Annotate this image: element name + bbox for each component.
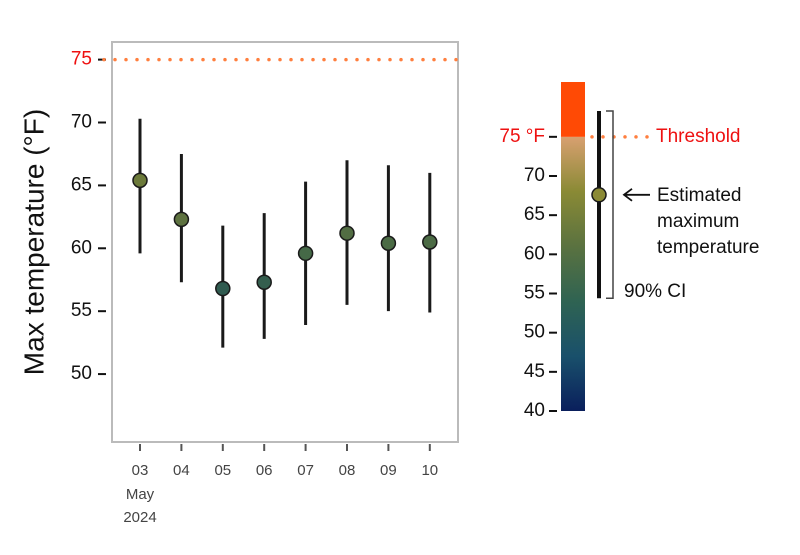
x-tick-label: 03	[132, 462, 149, 479]
arrow	[622, 188, 650, 202]
colorbar-tick-label: 55	[524, 283, 545, 304]
x-tick-label: 04	[173, 462, 190, 479]
x-year-label: 2024	[123, 509, 156, 526]
legend-point	[591, 187, 607, 203]
point	[132, 172, 148, 189]
colorbar-tick-label: 60	[524, 243, 545, 264]
y-axis-label: Max temperature (°F)	[18, 109, 49, 375]
estimate-annotation: Estimated	[657, 185, 741, 206]
point	[380, 235, 397, 252]
y-tick-label: 55	[71, 300, 92, 321]
point	[215, 280, 231, 297]
x-tick-label: 05	[214, 462, 231, 479]
y-tick-label: 70	[71, 112, 92, 133]
colorbar-tick-label: 65	[524, 204, 545, 225]
x-tick-label: 10	[421, 462, 438, 479]
colorbar-tick-label: 75 °F	[499, 126, 545, 147]
x-tick-label: 06	[256, 462, 273, 479]
point	[422, 234, 438, 250]
colorbar-above	[561, 82, 585, 137]
ci-bracket	[606, 110, 614, 299]
point	[256, 274, 272, 291]
y-tick-label: 60	[71, 237, 92, 258]
x-month-label: May	[126, 486, 155, 503]
ci-annotation: 90% CI	[624, 281, 686, 302]
point	[297, 245, 314, 262]
y-tick-label: 65	[71, 174, 92, 195]
plot-frame	[111, 41, 459, 443]
x-tick-label: 08	[339, 462, 356, 479]
colorbar-tick-label: 40	[524, 400, 545, 421]
x-tick-label: 09	[380, 462, 397, 479]
x-tick-label: 07	[297, 462, 314, 479]
colorbar-tick-label: 45	[524, 361, 545, 382]
colorbar-tick-label: 70	[524, 165, 545, 186]
threshold-label: Threshold	[656, 126, 741, 147]
y-tick-label: 50	[71, 363, 92, 384]
point	[173, 211, 190, 228]
estimate-annotation: temperature	[657, 237, 759, 258]
estimate-annotation: maximum	[657, 211, 739, 232]
colorbar-tick-label: 50	[524, 322, 545, 343]
point	[339, 225, 355, 241]
y-tick-label: 75	[71, 49, 92, 70]
colorbar-gradient	[561, 136, 585, 412]
